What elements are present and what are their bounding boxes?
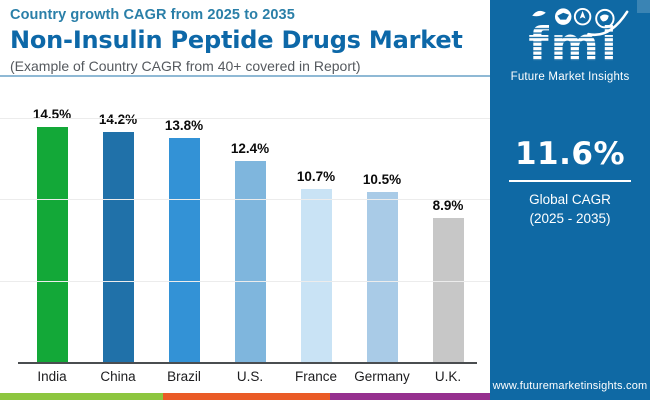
bar [168, 138, 200, 363]
bar-value-label: 12.4% [230, 141, 270, 157]
bar-value-label: 10.7% [296, 168, 336, 184]
corner-accent [637, 0, 650, 13]
bar-value-label: 8.9% [432, 198, 464, 214]
bar-value-label: 10.5% [362, 172, 402, 188]
map-icon-glyph [557, 12, 570, 20]
bar-group: 10.5% [349, 172, 415, 363]
website-link[interactable]: www.futuremarketinsights.com [492, 380, 648, 392]
orbit-swoosh [587, 10, 629, 37]
x-axis-label: Germany [354, 369, 410, 384]
brand-sidebar: fmi Future Market Insights 11.6% Global [490, 0, 650, 400]
rocket-icon [573, 7, 592, 26]
x-axis-label: India [37, 369, 67, 384]
bar-group: 14.5% [19, 107, 85, 363]
bar-value-label: 13.8% [164, 118, 204, 134]
rocket-icon-glyph [579, 10, 586, 19]
flag-icon [532, 10, 546, 17]
fmi-logo-letters: fmi [528, 17, 618, 68]
bar-group: 12.4% [217, 141, 283, 363]
gridline [0, 280, 490, 282]
bar-value-label: 14.2% [98, 111, 138, 127]
bar [366, 192, 398, 363]
globe-icon-glyph [600, 14, 609, 22]
bar-group: 14.2% [85, 112, 151, 363]
stat-label-line2: (2025 - 2035) [529, 210, 611, 226]
stripe-segment [163, 393, 330, 400]
global-cagr-stat: 11.6% Global CAGR (2025 - 2035) [490, 136, 650, 229]
globe-icon [595, 8, 615, 29]
subtitle-text: (Example of Country CAGR from 40+ covere… [10, 58, 361, 74]
footer-stripe [0, 393, 490, 400]
gridline [0, 117, 490, 119]
bar [300, 188, 332, 363]
plot-area: 14.5% 14.2% 13.8% 12.4% 10.7% 10.5% 8.9% [0, 95, 490, 364]
x-axis-label: Brazil [167, 369, 201, 384]
bar [432, 218, 464, 363]
header-divider [0, 75, 490, 77]
chart-panel: Country growth CAGR from 2025 to 2035 No… [0, 7, 490, 400]
bar-group: 13.8% [151, 118, 217, 363]
eyebrow-text: Country growth CAGR from 2025 to 2035 [10, 7, 295, 23]
logo-tagline: Future Market Insights [510, 71, 630, 83]
stripe-segment [330, 393, 490, 400]
x-axis-label: China [100, 369, 136, 384]
bar [36, 126, 68, 363]
x-axis-labels: India China Brazil U.S. France Germany U.K. [19, 369, 481, 384]
x-axis-label: France [294, 369, 338, 384]
fmi-logo: fmi Future Market Insights [490, 6, 650, 83]
bars-row: 14.5% 14.2% 13.8% 12.4% 10.7% 10.5% 8.9% [19, 95, 481, 363]
stat-divider [509, 180, 631, 182]
x-axis-label: U.S. [236, 369, 264, 384]
bar [234, 161, 266, 363]
fmi-logo-graphic: fmi [528, 7, 629, 71]
stat-label-line1: Global CAGR [529, 192, 611, 207]
x-axis-line [18, 362, 477, 364]
header: Country growth CAGR from 2025 to 2035 No… [10, 7, 480, 74]
bar [102, 131, 134, 363]
bar-group: 8.9% [415, 198, 481, 363]
stat-value: 11.6% [514, 136, 626, 172]
page-title: Non-Insulin Peptide Drugs Market [10, 26, 463, 54]
stripe-segment [0, 393, 163, 400]
gridline [0, 199, 490, 201]
x-axis-label: U.K. [434, 369, 462, 384]
bar-group: 10.7% [283, 169, 349, 363]
bar-value-label: 14.5% [32, 106, 72, 122]
